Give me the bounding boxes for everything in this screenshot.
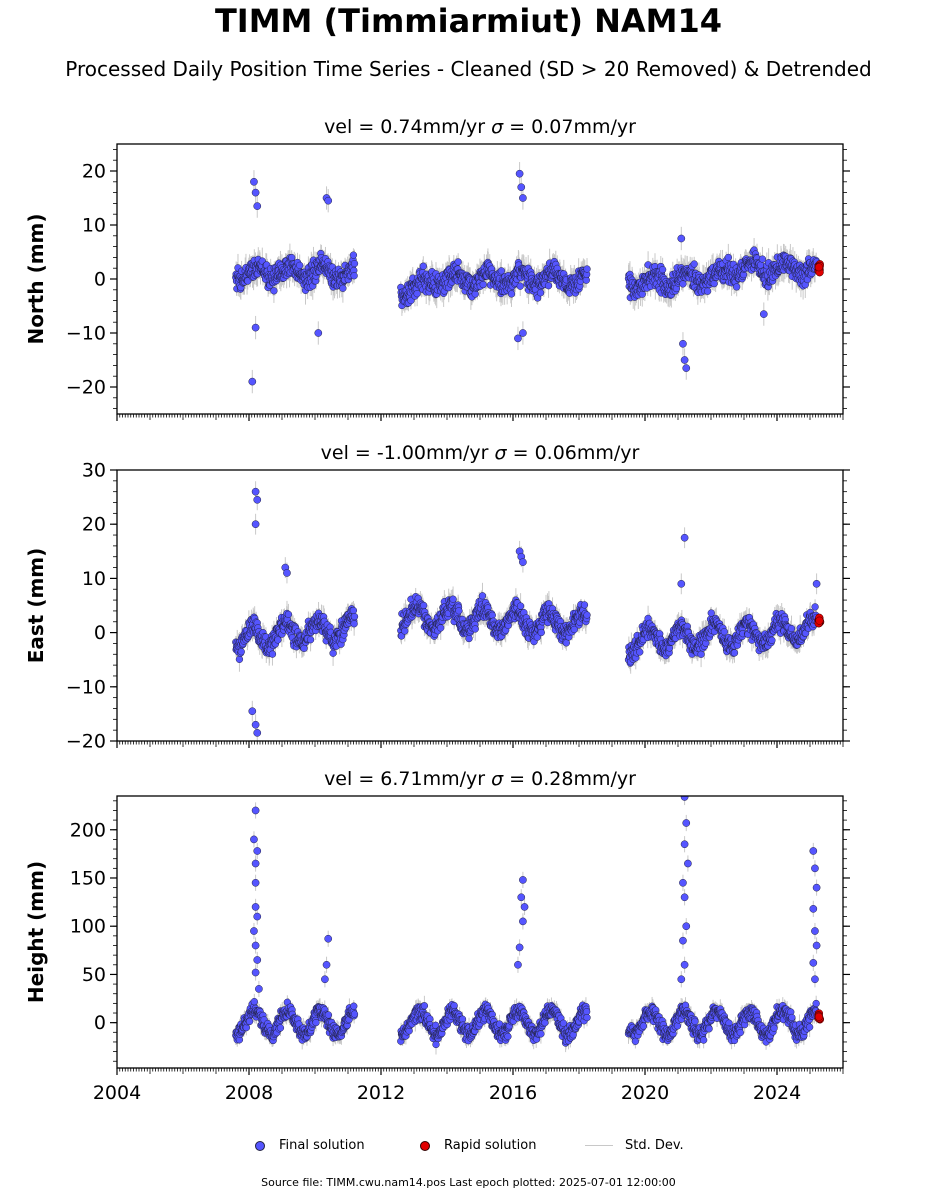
final-solution-point: [517, 183, 526, 192]
final-solution-point: [507, 290, 516, 298]
final-solution-point: [759, 310, 768, 318]
panel-title: vel = 0.74mm/yr σ = 0.07mm/yr: [324, 116, 636, 138]
panel-title-vel: vel = 0.74mm/yr: [324, 116, 491, 138]
final-solution-point: [677, 234, 686, 243]
final-solution-point: [710, 279, 718, 288]
final-solution-point: [350, 259, 359, 268]
final-solution-point: [274, 636, 282, 644]
chart-title: TIMM (Timmiarmiut) NAM14: [214, 2, 723, 40]
final-solution-point: [300, 644, 308, 652]
final-solution-point: [339, 284, 347, 292]
panel-north: −20 −10 0 10 20 vel = 0.74mm/yr σ = 0.07mm/yr…: [24, 116, 850, 421]
final-solution-point: [758, 255, 767, 263]
final-solution-point: [519, 329, 527, 337]
final-solution-point: [733, 283, 741, 291]
final-solution-point: [724, 253, 732, 262]
final-solution-point: [515, 169, 524, 178]
final-solution-point: [658, 265, 667, 274]
final-solution-point: [296, 261, 304, 270]
final-solution-point: [680, 356, 689, 364]
final-solution-points: [232, 169, 821, 386]
final-solution-point: [251, 188, 260, 197]
final-solution-point: [324, 196, 333, 205]
final-solution-point: [413, 290, 421, 298]
final-solution-point: [479, 280, 487, 289]
final-solution-point: [682, 364, 691, 372]
final-solution-point: [350, 612, 359, 621]
final-solution-point: [329, 649, 337, 657]
final-solution-point: [349, 606, 358, 615]
final-solution-point: [454, 258, 462, 266]
final-solution-point: [253, 202, 262, 210]
final-solution-point: [244, 277, 252, 285]
final-solution-point: [419, 262, 427, 270]
chart-subtitle: Processed Daily Position Time Series - C…: [65, 57, 872, 81]
final-solution-point: [401, 627, 409, 635]
final-solution-point: [350, 272, 358, 280]
y-tick-label: −20: [66, 377, 106, 399]
final-solution-point: [690, 260, 698, 268]
final-solution-point: [536, 289, 545, 297]
final-solution-point: [516, 282, 524, 290]
panel-title-sigma-symbol: σ: [491, 116, 504, 138]
y-axis-label: North (mm): [24, 213, 48, 344]
final-solution-point: [497, 267, 506, 275]
final-solution-point: [350, 620, 358, 628]
final-solution-point: [514, 334, 522, 343]
y-tick-label: 20: [82, 161, 106, 183]
final-solution-point: [349, 251, 358, 259]
final-solution-point: [314, 329, 323, 337]
rapid-solution-points: [814, 260, 824, 277]
final-solution-point: [519, 194, 527, 202]
final-solution-point: [270, 287, 278, 295]
final-solution-points: [232, 487, 821, 737]
final-solution-point: [679, 280, 687, 288]
final-solution-point: [284, 610, 293, 619]
final-solution-point: [437, 624, 445, 632]
final-solution-point: [703, 287, 712, 295]
final-solution-point: [248, 377, 257, 386]
final-solution-point: [455, 607, 463, 615]
final-solution-point: [237, 648, 245, 656]
final-solution-point: [251, 323, 260, 332]
final-solution-point: [250, 177, 258, 186]
final-solution-point: [583, 265, 591, 273]
rapid-solution-point: [814, 263, 823, 272]
final-solution-point: [420, 601, 428, 610]
final-solution-point: [268, 650, 277, 658]
final-solution-point: [679, 339, 687, 348]
y-tick-label: 0: [94, 269, 106, 291]
y-tick-label: 10: [82, 215, 106, 237]
final-solution-point: [288, 253, 296, 262]
final-solution-point: [235, 655, 244, 663]
final-solution-point: [306, 636, 315, 644]
final-solution-point: [544, 282, 553, 290]
y-tick-label: −10: [66, 323, 106, 345]
panel-title-sigma: = 0.07mm/yr: [503, 116, 636, 138]
final-solution-point: [449, 595, 457, 603]
